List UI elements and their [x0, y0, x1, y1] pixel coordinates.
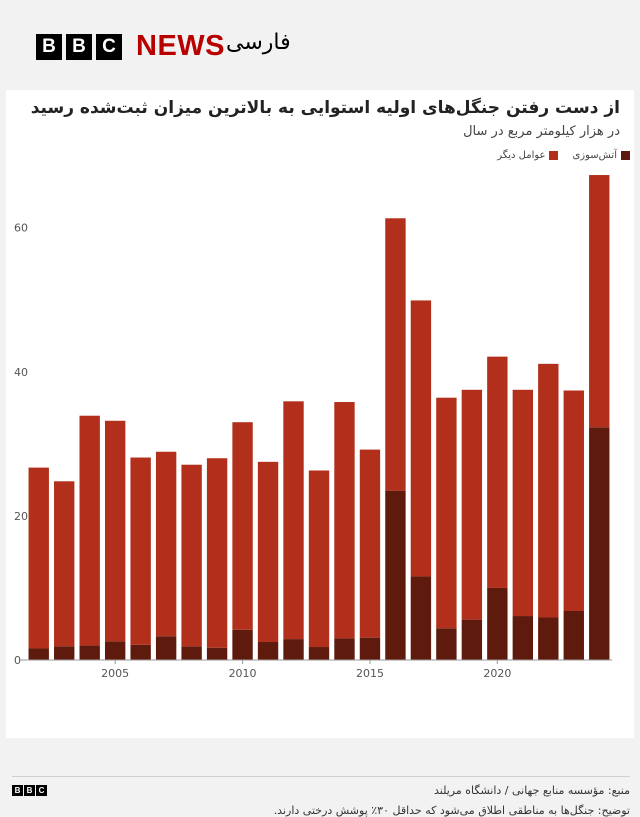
footer-logo-block-b1: B: [12, 785, 23, 796]
footer-logo-block-b2: B: [24, 785, 35, 796]
y-tick-label: 40: [14, 366, 28, 379]
bbc-logo-block-b2: B: [66, 34, 92, 60]
bar-segment-fire: [283, 639, 304, 660]
bar-segment-other: [28, 467, 49, 649]
legend-item-other: عوامل دیگر: [497, 150, 559, 161]
chart-subtitle: در هزار کیلومتر مربع در سال: [463, 124, 620, 139]
bar-segment-fire: [538, 617, 559, 660]
bar-segment-fire: [79, 645, 100, 660]
chart-note: توضیح: جنگل‌ها به مناطقی اطلاق می‌شود که…: [273, 804, 630, 817]
bar-segment-other: [461, 389, 483, 620]
bar-segment-other: [487, 356, 508, 588]
legend-item-fire: آتش‌سوزی: [572, 150, 630, 161]
y-tick-label: 20: [14, 510, 28, 523]
chart-source: منبع: مؤسسه منابع جهانی / دانشگاه مریلند: [434, 784, 630, 797]
chart-title: از دست رفتن جنگل‌های اولیه استوایی به با…: [30, 98, 620, 118]
footer-logo-block-c: C: [36, 785, 47, 796]
bbc-logo-block-c: C: [96, 34, 122, 60]
bar-segment-fire: [512, 616, 534, 660]
bar-segment-other: [232, 422, 253, 630]
bar-segment-fire: [461, 619, 483, 660]
bar-segment-other: [257, 461, 279, 642]
y-tick-label: 0: [14, 654, 21, 667]
bar-segment-fire: [28, 648, 49, 660]
footer-divider: [12, 776, 630, 777]
bar-segment-other: [155, 451, 177, 637]
stacked-bar-chart: 0 20 40 60 2005 2010 2015 2020: [14, 175, 612, 680]
bar-segment-other: [385, 218, 406, 491]
bar-segment-fire: [181, 646, 202, 660]
bar-segment-fire: [589, 427, 610, 660]
bar-segment-other: [359, 449, 381, 638]
bar-segment-fire: [308, 647, 330, 660]
x-tick-label: 2015: [356, 667, 384, 680]
bar-segment-other: [206, 458, 228, 648]
bar-segment-other: [104, 420, 126, 642]
bar-segment-other: [436, 397, 457, 629]
bar-segment-other: [538, 363, 559, 618]
bar-segment-fire: [104, 641, 126, 660]
x-tick-label: 2005: [101, 667, 129, 680]
bar-segment-other: [181, 464, 202, 647]
bbc-logo[interactable]: B B C: [36, 34, 122, 60]
bar-segment-fire: [232, 629, 253, 660]
bar-segment-fire: [130, 644, 151, 660]
legend-label-other: عوامل دیگر: [497, 150, 546, 161]
bar-segment-fire: [385, 490, 406, 660]
x-tick-label: 2020: [483, 667, 511, 680]
header: B B C NEWS فارسی: [0, 0, 640, 90]
bar-segment-other: [410, 300, 432, 577]
bar-segment-other: [308, 470, 330, 648]
bbc-logo-block-b1: B: [36, 34, 62, 60]
bar-segment-fire: [54, 646, 75, 660]
bar-segment-fire: [436, 628, 457, 660]
bar-segment-fire: [206, 647, 228, 660]
bar-segment-other: [563, 390, 584, 611]
bar-segment-fire: [155, 636, 177, 660]
chart-legend: آتش‌سوزی عوامل دیگر: [497, 150, 630, 161]
bar-segment-fire: [334, 638, 355, 660]
bar-segment-other: [79, 415, 100, 646]
language-label[interactable]: فارسی: [226, 30, 291, 55]
bar-segment-other: [283, 401, 304, 640]
bar-segment-other: [54, 481, 75, 647]
bar-segment-fire: [487, 587, 508, 660]
y-tick-label: 60: [14, 222, 28, 235]
bar-segment-fire: [257, 641, 279, 660]
legend-swatch-other: [549, 151, 559, 160]
bar-segment-other: [589, 175, 610, 428]
bar-segment-other: [512, 389, 534, 617]
x-tick-label: 2010: [229, 667, 257, 680]
bar-segment-fire: [359, 637, 381, 660]
legend-label-fire: آتش‌سوزی: [572, 150, 617, 161]
chart-card: از دست رفتن جنگل‌های اولیه استوایی به با…: [6, 90, 634, 817]
bar-segment-fire: [410, 576, 432, 660]
bar-segment-other: [130, 457, 151, 645]
news-wordmark[interactable]: NEWS: [136, 30, 225, 62]
bbc-footer-logo: B B C: [12, 785, 47, 796]
bar-segment-other: [334, 402, 355, 639]
bar-segment-fire: [563, 611, 584, 660]
legend-swatch-fire: [621, 151, 630, 160]
